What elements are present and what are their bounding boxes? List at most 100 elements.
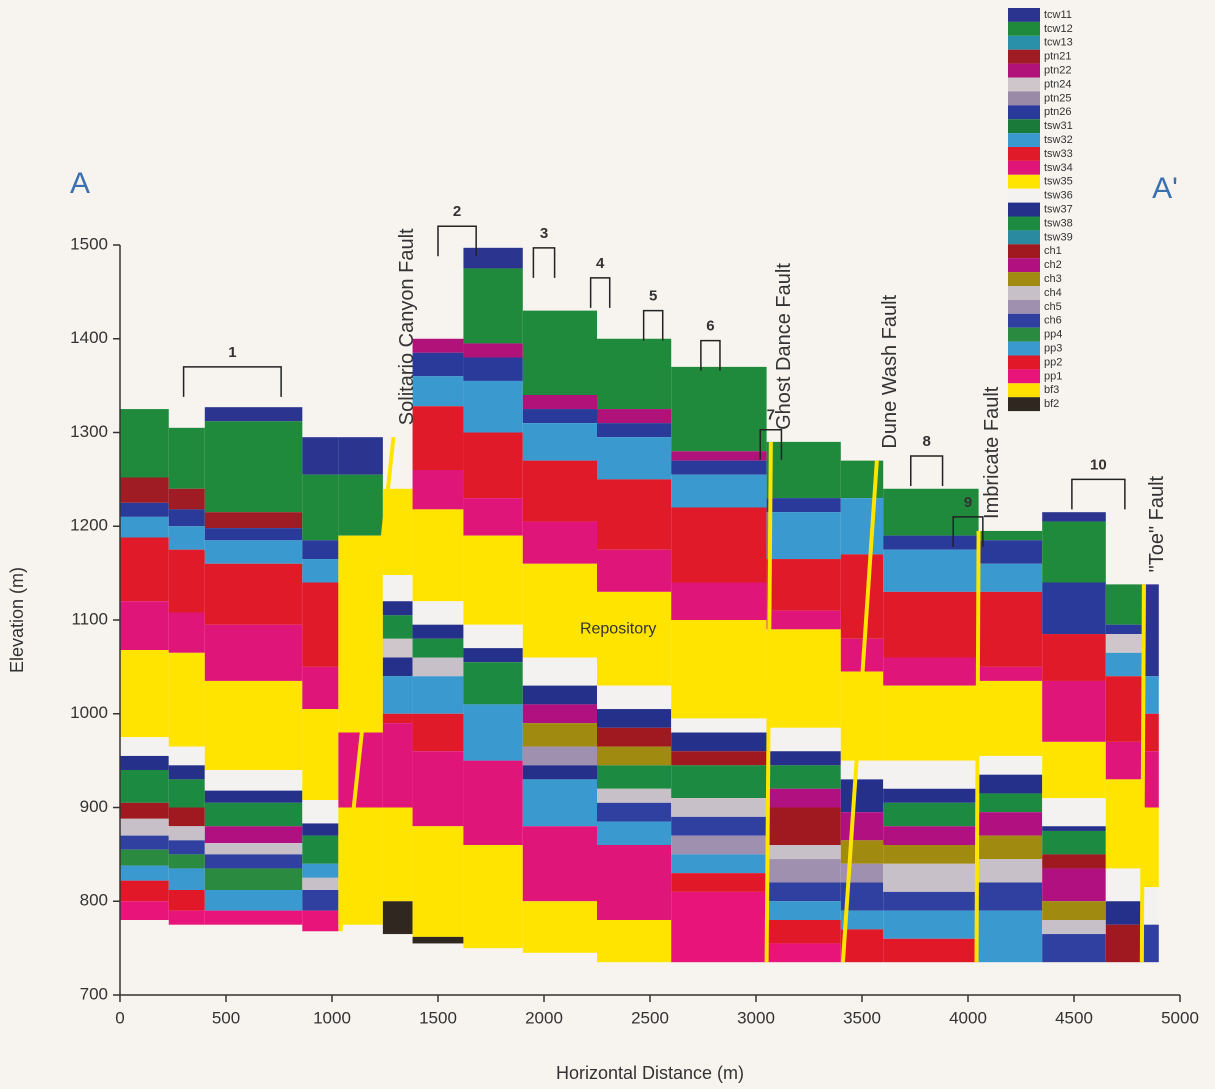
layer	[766, 807, 841, 845]
layer	[412, 406, 464, 470]
legend-swatch	[1008, 216, 1040, 231]
legend-swatch	[1008, 272, 1040, 286]
layer	[302, 877, 339, 890]
legend-swatch	[1008, 63, 1040, 78]
legend-label: bf2	[1044, 398, 1059, 410]
legend-label: pp1	[1044, 370, 1062, 382]
layer	[978, 755, 1043, 775]
layer	[204, 854, 303, 869]
layer	[382, 657, 413, 677]
layer	[766, 943, 841, 963]
fault-line	[840, 460, 879, 963]
layer	[204, 528, 303, 541]
layer	[168, 910, 205, 925]
layer	[978, 540, 1043, 564]
layer	[412, 338, 464, 353]
layer	[522, 563, 597, 658]
block-bracket	[700, 339, 721, 371]
layer	[883, 535, 979, 550]
layer	[338, 437, 383, 475]
layer	[597, 591, 672, 686]
legend-label: ch1	[1044, 245, 1062, 257]
legend-label: ch4	[1044, 287, 1062, 299]
legend-swatch	[1008, 21, 1040, 36]
layer	[766, 629, 841, 728]
layer	[463, 498, 523, 536]
layer	[1105, 584, 1142, 625]
layer	[766, 845, 841, 860]
layer	[168, 612, 205, 653]
layer	[412, 601, 464, 625]
y-tick-label: 800	[80, 891, 108, 910]
layer	[120, 650, 169, 738]
block-bracket	[759, 428, 783, 460]
layer	[168, 807, 205, 827]
layer	[766, 920, 841, 944]
layer	[204, 407, 303, 422]
legend-swatch	[1008, 35, 1040, 50]
block-bracket	[952, 516, 984, 547]
layer	[412, 826, 464, 937]
layer	[120, 849, 169, 866]
layer	[302, 540, 339, 560]
layer	[204, 826, 303, 844]
layer	[883, 938, 979, 963]
layer	[978, 666, 1043, 681]
legend-swatch	[1008, 383, 1040, 398]
layer	[168, 765, 205, 780]
layer	[302, 863, 339, 878]
layer	[204, 421, 303, 513]
section-start: A	[70, 167, 90, 200]
layer	[597, 845, 672, 920]
layer	[1042, 920, 1106, 935]
layer	[1105, 779, 1142, 869]
legend-swatch	[1008, 202, 1040, 217]
layer	[120, 409, 169, 478]
layer	[671, 366, 767, 452]
legend-label: ch6	[1044, 315, 1062, 327]
layer	[412, 713, 464, 752]
fault-label: Dune Wash Fault	[879, 294, 901, 448]
layer	[1042, 798, 1106, 827]
layer	[766, 751, 841, 766]
layer	[883, 760, 979, 789]
layer	[168, 890, 205, 911]
fault-label: Ghost Dance Fault	[773, 263, 795, 430]
legend-swatch	[1008, 188, 1040, 203]
y-tick-label: 1500	[70, 234, 108, 253]
layer	[597, 802, 672, 822]
legend-label: ch5	[1044, 301, 1062, 313]
layer	[840, 812, 884, 841]
layer	[120, 901, 169, 920]
layer	[978, 910, 1043, 963]
layer	[597, 821, 672, 845]
layer	[883, 685, 979, 761]
layer	[204, 563, 303, 625]
y-tick-label: 1200	[70, 516, 108, 535]
layer	[840, 554, 884, 639]
layer	[597, 685, 672, 710]
layer	[204, 790, 303, 803]
block-bracket	[589, 277, 611, 308]
layer	[766, 498, 841, 513]
layer	[168, 854, 205, 869]
layer	[412, 509, 464, 602]
layer	[1042, 830, 1106, 855]
block-bracket	[910, 455, 944, 486]
layer	[302, 582, 339, 667]
section-end: A'	[1152, 172, 1178, 205]
layer	[463, 432, 523, 499]
layer	[671, 854, 767, 874]
layer	[463, 268, 523, 344]
layer	[1042, 512, 1106, 522]
block-label: 8	[922, 433, 930, 450]
layer	[671, 816, 767, 836]
layer	[522, 409, 597, 424]
layer	[766, 882, 841, 902]
layer	[302, 666, 339, 710]
layer	[1141, 676, 1159, 714]
layer	[671, 507, 767, 583]
layer	[671, 474, 767, 508]
layer	[120, 818, 169, 836]
